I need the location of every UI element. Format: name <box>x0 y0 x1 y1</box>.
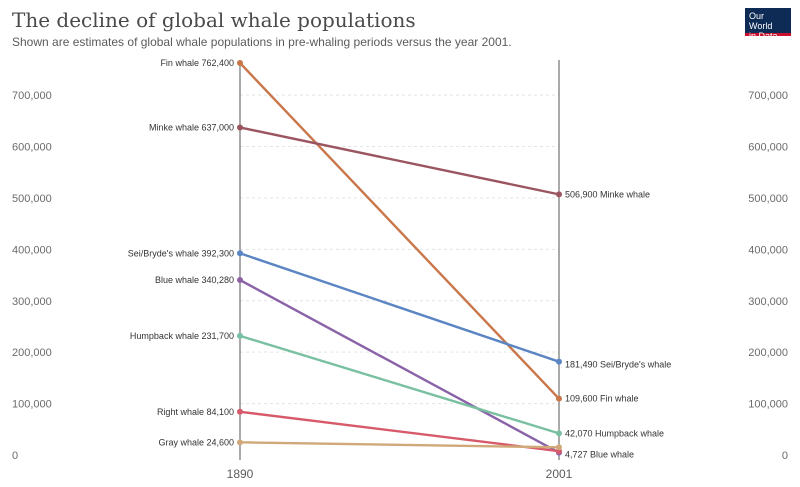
right-whale-line[interactable] <box>239 410 560 453</box>
y-tick-left: 100,000 <box>12 399 52 411</box>
fin-whale-line[interactable] <box>239 62 560 400</box>
logo-line-1: Our World <box>749 11 773 31</box>
series-lines <box>237 60 562 456</box>
y-tick-right: 0 <box>782 450 788 462</box>
gray-whale-line[interactable] <box>239 441 560 449</box>
x-tick-2001: 2001 <box>546 467 573 481</box>
right-whale-point-1890[interactable] <box>237 408 243 415</box>
fin-whale-point-2001[interactable] <box>556 395 562 402</box>
y-tick-right: 400,000 <box>748 244 788 256</box>
humpback-whale-label-end: 42,070 Humpback whale <box>565 428 664 438</box>
series-labels: Fin whale 762,400 109,600 Fin whale Minke … <box>128 58 672 460</box>
sei-bryde-s-whale-point-2001[interactable] <box>556 358 562 365</box>
sei-bryde-s-whale-label-start: Sei/Bryde's whale 392,300 <box>128 248 234 258</box>
minke-whale-line[interactable] <box>239 126 560 196</box>
y-tick-right: 200,000 <box>748 347 788 359</box>
gray-whale-label-start: Gray whale 24,600 <box>158 437 234 447</box>
minke-whale-point-1890[interactable] <box>237 124 243 131</box>
y-axis-right: 0 100,000 200,000 300,000 400,000 500,000 600,… <box>748 90 788 462</box>
y-tick-right: 100,000 <box>748 399 788 411</box>
gray-whale-point-1890[interactable] <box>237 439 243 446</box>
minke-whale-point-2001[interactable] <box>556 191 562 198</box>
fin-whale-label-start: Fin whale 762,400 <box>160 58 234 68</box>
gray-whale-point-2001[interactable] <box>556 444 562 451</box>
y-tick-left: 0 <box>12 450 18 462</box>
chart-subtitle: Shown are estimates of global whale popu… <box>12 35 512 49</box>
y-tick-left: 500,000 <box>12 193 52 205</box>
sei-bryde-s-whale-label-end: 181,490 Sei/Bryde's whale <box>565 360 671 370</box>
humpback-whale-label-start: Humpback whale 231,700 <box>130 331 234 341</box>
y-tick-right: 600,000 <box>748 142 788 154</box>
gridlines <box>240 94 559 405</box>
sei-bryde-s-whale-point-1890[interactable] <box>237 250 243 257</box>
humpback-whale-point-1890[interactable] <box>237 332 243 339</box>
minke-whale-label-start: Minke whale 637,000 <box>149 122 234 132</box>
fin-whale-label-end: 109,600 Fin whale <box>565 394 639 404</box>
y-axis-left: 0 100,000 200,000 300,000 400,000 500,000 600,… <box>12 90 52 462</box>
y-tick-left: 300,000 <box>12 296 52 308</box>
y-tick-left: 400,000 <box>12 244 52 256</box>
y-tick-left: 200,000 <box>12 347 52 359</box>
chart-title: The decline of global whale populations <box>12 8 416 32</box>
right-whale-label-start: Right whale 84,100 <box>157 407 234 417</box>
blue-whale-label-start: Blue whale 340,280 <box>155 275 234 285</box>
blue-whale-line[interactable] <box>239 278 560 454</box>
y-tick-left: 700,000 <box>12 90 52 102</box>
y-tick-right: 300,000 <box>748 296 788 308</box>
x-tick-1890: 1890 <box>227 467 254 481</box>
fin-whale-point-1890[interactable] <box>237 60 243 66</box>
humpback-whale-line[interactable] <box>239 334 560 435</box>
y-tick-left: 600,000 <box>12 142 52 154</box>
sei-bryde-s-whale-line[interactable] <box>239 252 560 363</box>
humpback-whale-point-2001[interactable] <box>556 430 562 437</box>
logo-line-2: in Data <box>749 31 778 41</box>
minke-whale-label-end: 506,900 Minke whale <box>565 189 650 199</box>
blue-whale-point-1890[interactable] <box>237 277 243 284</box>
y-tick-right: 500,000 <box>748 193 788 205</box>
owid-logo[interactable]: Our World in Data <box>745 8 791 41</box>
y-tick-right: 700,000 <box>748 90 788 102</box>
blue-whale-label-end: 4,727 Blue whale <box>565 450 634 460</box>
